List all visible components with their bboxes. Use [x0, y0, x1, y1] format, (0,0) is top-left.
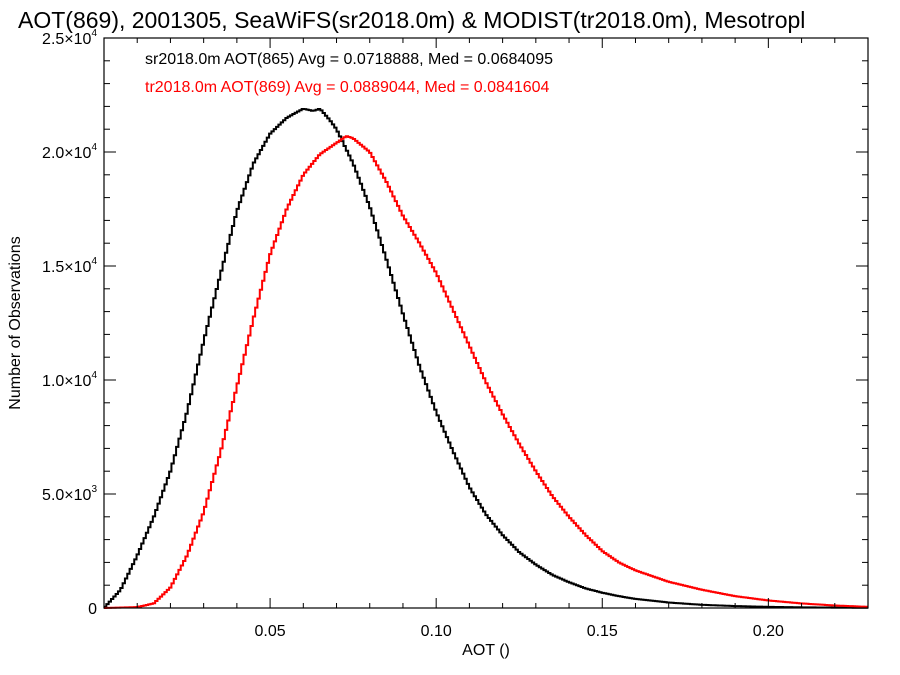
- x-tick-label: 0.10: [421, 623, 452, 640]
- y-tick-label: 2.0×104: [42, 142, 97, 162]
- y-tick-label: 1.0×104: [42, 370, 97, 390]
- red-histogram-line: [104, 135, 868, 609]
- red-series-stats: tr2018.0m AOT(869) Avg = 0.0889044, Med …: [145, 79, 550, 96]
- y-tick-label: 5.0×103: [42, 484, 97, 504]
- black-histogram-line: [104, 107, 868, 609]
- y-axis-label: Number of Observations: [7, 236, 24, 409]
- plot-frame: [103, 37, 869, 609]
- y-tick-label: 0: [88, 601, 97, 618]
- x-tick-label: 0.15: [587, 623, 618, 640]
- x-tick-label: 0.20: [753, 623, 784, 640]
- chart-title: AOT(869), 2001305, SeaWiFS(sr2018.0m) & …: [18, 7, 805, 33]
- x-tick-label: 0.05: [255, 623, 286, 640]
- black-series-stats: sr2018.0m AOT(865) Avg = 0.0718888, Med …: [145, 51, 553, 68]
- y-tick-label: 1.5×104: [42, 256, 97, 276]
- x-axis-label: AOT (): [462, 642, 510, 659]
- y-tick-label: 2.5×104: [42, 28, 97, 48]
